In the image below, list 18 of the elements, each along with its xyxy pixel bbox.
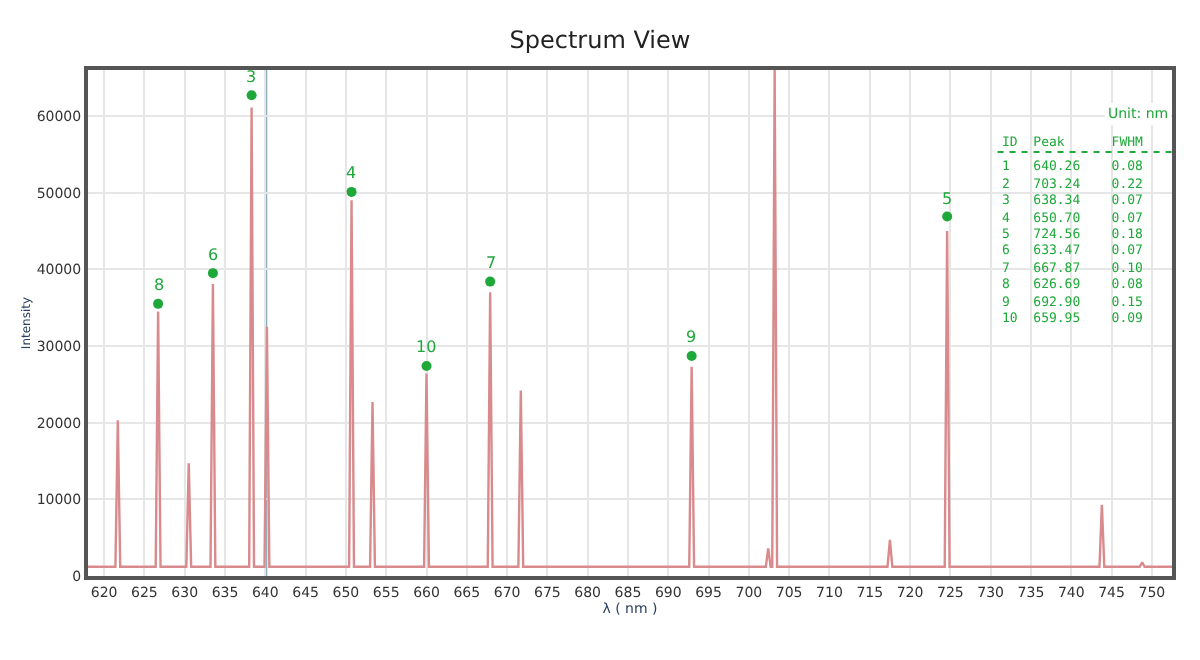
annotation: 6 — [208, 246, 219, 264]
annotation: 7 — [486, 254, 497, 272]
annotation: 5 — [942, 190, 953, 208]
line-series — [88, 70, 1172, 568]
point — [421, 360, 432, 371]
chart-title: Spectrum View — [509, 26, 691, 55]
point — [485, 276, 496, 287]
annotation: 3 — [246, 68, 257, 86]
point — [346, 186, 357, 197]
point — [942, 211, 953, 222]
point — [246, 90, 257, 101]
annotation: 4 — [346, 164, 357, 182]
point — [686, 350, 697, 361]
point — [153, 298, 164, 309]
annotation: 10 — [416, 338, 437, 356]
annotation: 9 — [686, 328, 697, 346]
point — [207, 268, 218, 279]
annotation: 8 — [154, 276, 165, 294]
